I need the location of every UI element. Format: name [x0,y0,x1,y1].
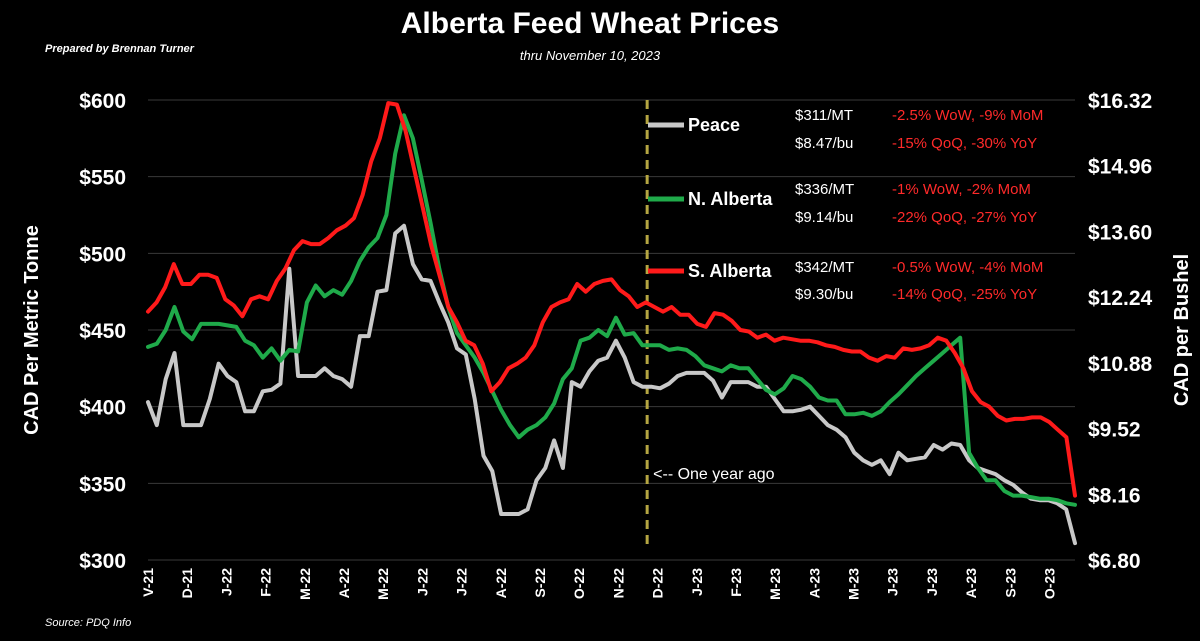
legend-s-alberta: S. Alberta $342/MT -0.5% WoW, -4% MoM $9… [648,259,1043,303]
legend-label-n-alberta: N. Alberta [688,189,773,209]
x-ticks: V-21 D-21 J-22 F-22 M-22 A-22 M-22 J-22 J-22 A-22… [140,568,1058,600]
legend-label-peace: Peace [688,115,740,135]
y2-tick-label: $13.60 [1088,221,1152,244]
s-alberta-price-mt: $342/MT [795,259,854,276]
x-tick-label: S-22 [532,568,548,598]
y-tick-label: $300 [79,550,126,573]
y2-tick-label: $16.32 [1088,90,1152,113]
legend-label-s-alberta: S. Alberta [688,261,772,281]
y2-tick-label: $6.80 [1088,550,1141,573]
peace-change-1: -2.5% WoW, -9% MoM [892,107,1043,124]
y-tick-label: $500 [79,243,126,266]
x-tick-label: J-23 [885,568,901,596]
y-axis-title: CAD Per Metric Tonne [21,225,43,435]
x-tick-label: J-22 [218,568,234,596]
peace-line [146,223,1077,546]
x-tick-label: N-22 [610,568,626,599]
n-alberta-change-2: -22% QoQ, -27% YoY [892,209,1037,226]
series-lines [146,101,1077,546]
x-tick-label: M-23 [767,568,783,600]
n-alberta-change-1: -1% WoW, -2% MoM [892,181,1031,198]
y-tick-label: $600 [79,90,126,113]
x-tick-label: M-22 [375,568,391,600]
peace-change-2: -15% QoQ, -30% YoY [892,135,1037,152]
y2-tick-label: $9.52 [1088,419,1141,442]
source-text: Source: PDQ Info [45,617,131,629]
x-tick-label: M-23 [846,568,862,600]
x-tick-label: O-23 [1042,568,1058,599]
left-y-ticks: $300 $350 $400 $450 $500 $550 $600 [79,90,126,573]
y-tick-label: $400 [79,397,126,420]
s-alberta-change-1: -0.5% WoW, -4% MoM [892,259,1043,276]
chart-subtitle: thru November 10, 2023 [520,48,661,63]
x-tick-label: S-23 [1002,568,1018,598]
n-alberta-line [146,113,1077,507]
one-year-ago-label: <-- One year ago [653,466,775,483]
y-tick-label: $550 [79,167,126,190]
x-tick-label: J-22 [454,568,470,596]
x-tick-label: J-22 [414,568,430,596]
n-alberta-price-mt: $336/MT [795,181,854,198]
y-tick-label: $350 [79,473,126,496]
n-alberta-price-bu: $9.14/bu [795,209,853,226]
x-tick-label: F-23 [728,568,744,597]
x-tick-label: J-23 [689,568,705,596]
x-tick-label: D-21 [179,568,195,599]
credit-text: Prepared by Brennan Turner [45,43,195,55]
y2-tick-label: $14.96 [1088,156,1152,179]
legend-peace: Peace $311/MT -2.5% WoW, -9% MoM $8.47/b… [648,107,1043,152]
x-tick-label: A-22 [336,568,352,599]
s-alberta-line [146,101,1077,498]
x-tick-label: F-22 [258,568,274,597]
x-tick-label: J-23 [924,568,940,596]
x-tick-label: A-23 [963,568,979,599]
x-tick-label: V-21 [140,568,156,597]
y2-axis-title: CAD per Bushel [1171,254,1193,406]
x-tick-label: D-22 [650,568,666,599]
peace-price-mt: $311/MT [795,107,853,124]
right-y-ticks: $6.80 $8.16 $9.52 $10.88 $12.24 $13.60 $14.96 $… [1088,90,1153,573]
s-alberta-change-2: -14% QoQ, -25% YoY [892,286,1037,303]
x-tick-label: A-23 [806,568,822,599]
s-alberta-price-bu: $9.30/bu [795,286,853,303]
x-tick-label: M-22 [297,568,313,600]
legend-n-alberta: N. Alberta $336/MT -1% WoW, -2% MoM $9.1… [648,181,1037,226]
peace-price-bu: $8.47/bu [795,135,853,152]
x-tick-label: A-22 [493,568,509,599]
x-tick-label: O-22 [571,568,587,599]
y2-tick-label: $10.88 [1088,353,1153,376]
y-tick-label: $450 [79,320,126,343]
chart-title: Alberta Feed Wheat Prices [401,7,779,40]
y2-tick-label: $8.16 [1088,484,1141,507]
y2-tick-label: $12.24 [1088,287,1153,310]
